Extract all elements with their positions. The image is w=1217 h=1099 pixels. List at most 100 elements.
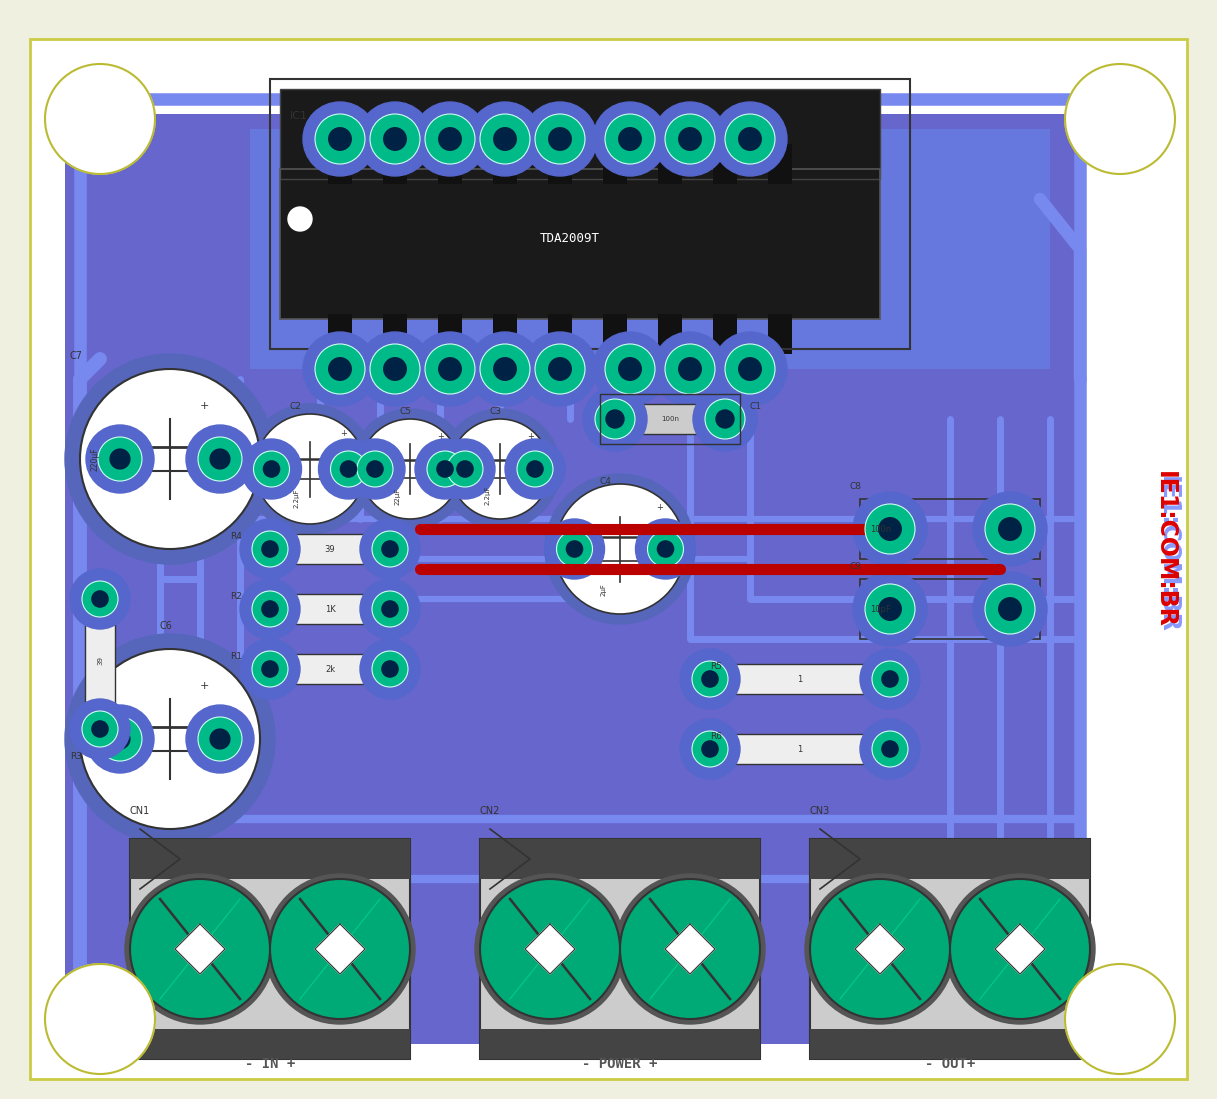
- Bar: [383, 314, 406, 354]
- Text: C6: C6: [159, 621, 173, 631]
- Bar: [280, 169, 880, 319]
- Circle shape: [606, 410, 624, 428]
- Circle shape: [303, 332, 377, 406]
- Circle shape: [71, 699, 130, 759]
- Circle shape: [253, 451, 290, 487]
- Circle shape: [263, 460, 280, 477]
- Bar: [383, 144, 406, 184]
- Circle shape: [65, 634, 275, 844]
- Circle shape: [702, 670, 718, 687]
- Polygon shape: [525, 924, 574, 974]
- Circle shape: [664, 344, 716, 395]
- Circle shape: [549, 127, 571, 151]
- Text: IE1:COM:BR: IE1:COM:BR: [1152, 470, 1177, 628]
- Text: 39: 39: [97, 656, 103, 665]
- Text: +: +: [437, 432, 444, 441]
- Circle shape: [303, 102, 377, 176]
- Circle shape: [680, 719, 740, 779]
- Circle shape: [527, 460, 543, 477]
- Circle shape: [92, 721, 108, 737]
- Text: IE1:COM:BR: IE1:COM:BR: [1156, 476, 1180, 632]
- Circle shape: [619, 879, 759, 1019]
- Bar: [768, 314, 792, 354]
- Circle shape: [45, 64, 155, 174]
- Circle shape: [329, 358, 352, 380]
- Circle shape: [882, 670, 898, 687]
- Circle shape: [441, 409, 560, 529]
- Bar: [438, 144, 462, 184]
- Bar: [329, 314, 352, 354]
- Circle shape: [427, 451, 462, 487]
- Text: - POWER +: - POWER +: [582, 1057, 657, 1072]
- Text: 2μF: 2μF: [601, 582, 607, 596]
- Circle shape: [71, 569, 130, 629]
- Text: +: +: [656, 503, 662, 512]
- Bar: [329, 144, 352, 184]
- Text: C4: C4: [600, 477, 612, 486]
- Circle shape: [86, 704, 155, 773]
- Text: R5: R5: [710, 662, 722, 671]
- Bar: [493, 314, 517, 354]
- Circle shape: [679, 127, 701, 151]
- Text: +: +: [341, 429, 347, 439]
- Polygon shape: [996, 924, 1045, 974]
- Circle shape: [383, 127, 406, 151]
- Bar: [658, 144, 682, 184]
- Bar: [493, 144, 517, 184]
- Circle shape: [635, 519, 695, 579]
- Circle shape: [657, 541, 673, 557]
- Bar: [602, 144, 627, 184]
- Circle shape: [879, 518, 902, 541]
- Circle shape: [360, 579, 420, 639]
- Text: +: +: [200, 681, 209, 691]
- Circle shape: [475, 874, 626, 1024]
- Text: 2k: 2k: [325, 665, 335, 674]
- Text: R4: R4: [230, 532, 242, 541]
- Bar: [630, 404, 710, 434]
- Text: +: +: [200, 401, 209, 411]
- Circle shape: [944, 874, 1095, 1024]
- Bar: [600, 395, 740, 444]
- Circle shape: [605, 114, 655, 164]
- Circle shape: [615, 874, 765, 1024]
- Bar: [290, 654, 370, 684]
- Circle shape: [494, 358, 516, 380]
- Circle shape: [360, 519, 420, 579]
- Bar: [290, 593, 370, 624]
- Circle shape: [252, 591, 288, 628]
- Circle shape: [705, 399, 745, 439]
- Bar: [811, 839, 1090, 1059]
- Circle shape: [853, 492, 927, 566]
- Circle shape: [879, 598, 902, 620]
- Circle shape: [186, 425, 254, 493]
- Bar: [602, 314, 627, 354]
- Circle shape: [329, 127, 352, 151]
- Text: - OUT+: - OUT+: [925, 1057, 975, 1072]
- Circle shape: [523, 102, 598, 176]
- Circle shape: [240, 579, 301, 639]
- Text: 2.2μF: 2.2μF: [293, 489, 299, 509]
- Circle shape: [413, 102, 487, 176]
- Circle shape: [999, 518, 1021, 541]
- Bar: [768, 144, 792, 184]
- Circle shape: [341, 460, 357, 477]
- Bar: [548, 144, 572, 184]
- Circle shape: [92, 591, 108, 607]
- Bar: [438, 314, 462, 354]
- Bar: [713, 314, 738, 354]
- Circle shape: [618, 358, 641, 380]
- Circle shape: [382, 541, 398, 557]
- Circle shape: [456, 460, 473, 477]
- Circle shape: [647, 531, 684, 567]
- Bar: [280, 89, 880, 179]
- Text: +: +: [527, 432, 534, 441]
- Circle shape: [366, 460, 383, 477]
- Bar: [280, 169, 880, 319]
- Circle shape: [372, 591, 408, 628]
- Circle shape: [383, 358, 406, 380]
- Circle shape: [252, 651, 288, 687]
- Bar: [860, 499, 1041, 559]
- Text: R1: R1: [230, 652, 242, 660]
- Circle shape: [110, 729, 130, 748]
- Text: C1: C1: [750, 402, 762, 411]
